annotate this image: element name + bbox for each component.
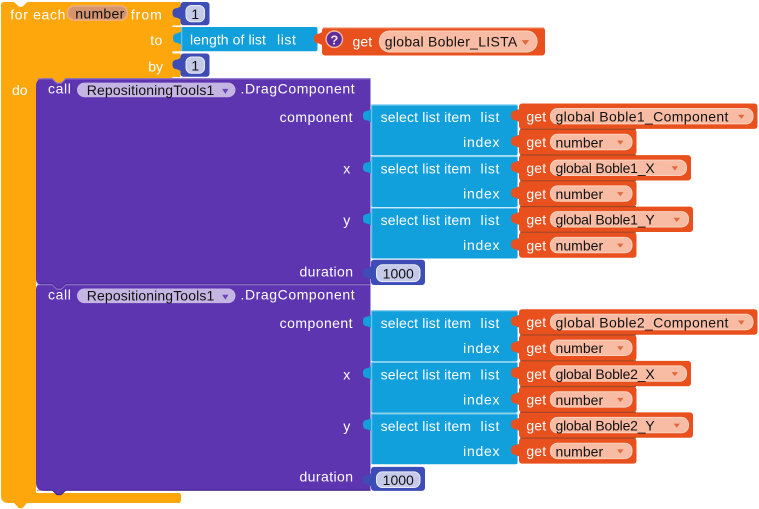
svg-text:list: list [480,212,500,228]
svg-text:select list item: select list item [381,366,472,382]
svg-text:number: number [556,238,604,254]
svg-text:list: list [277,31,297,47]
svg-text:list: list [480,109,500,125]
svg-text:get: get [526,366,546,382]
svg-text:.DragComponent: .DragComponent [241,81,356,97]
svg-text:index: index [463,391,500,407]
svg-text:.DragComponent: .DragComponent [241,287,356,303]
svg-text:select list item: select list item [381,212,472,228]
svg-text:duration: duration [299,469,353,485]
svg-text:y: y [343,212,350,228]
svg-text:global Bobler_LISTA: global Bobler_LISTA [385,34,518,50]
svg-text:get: get [526,237,546,253]
svg-text:RepositioningTools1: RepositioningTools1 [87,82,215,98]
svg-text:index: index [463,186,500,202]
svg-text:length of list: length of list [190,31,266,47]
svg-text:1000: 1000 [383,472,414,488]
svg-text:get: get [526,186,546,202]
svg-text:index: index [463,443,500,459]
svg-text:do: do [12,82,28,98]
svg-text:number: number [556,186,604,202]
svg-text:number: number [556,443,604,459]
svg-text:get: get [526,314,546,330]
svg-text:get: get [526,160,546,176]
svg-text:1: 1 [191,57,199,73]
svg-text:get: get [353,34,373,50]
svg-text:list: list [480,161,500,177]
svg-text:select list item: select list item [381,161,472,177]
svg-text:get: get [526,443,546,459]
svg-text:global Boble2_Component: global Boble2_Component [556,314,729,330]
svg-text:call: call [48,80,71,96]
svg-text:x: x [343,161,350,177]
svg-text:to: to [150,32,162,48]
svg-text:1: 1 [191,6,199,22]
svg-text:global Boble1_Component: global Boble1_Component [556,109,729,125]
svg-text:by: by [148,58,163,74]
svg-text:index: index [463,237,500,253]
svg-text:component: component [280,315,353,331]
svg-text:list: list [480,366,500,382]
svg-text:global Boble1_X: global Boble1_X [556,160,656,176]
svg-text:index: index [463,134,500,150]
svg-text:from: from [131,6,163,22]
svg-text:select list item: select list item [381,109,472,125]
svg-text:get: get [526,340,546,356]
svg-text:1000: 1000 [383,266,414,282]
svg-text:RepositioningTools1: RepositioningTools1 [87,288,215,304]
svg-text:global Boble2_X: global Boble2_X [556,366,656,382]
svg-text:select list item: select list item [381,315,472,331]
svg-text:get: get [526,212,546,228]
svg-text:duration: duration [299,263,353,279]
svg-text:?: ? [330,32,338,47]
svg-text:y: y [343,418,350,434]
svg-text:number: number [556,134,604,150]
svg-text:number: number [556,392,604,408]
svg-text:call: call [48,286,71,302]
svg-text:get: get [526,108,546,124]
svg-text:index: index [463,340,500,356]
svg-text:number: number [75,5,124,21]
svg-text:for each: for each [10,6,66,22]
svg-text:get: get [526,134,546,150]
svg-text:get: get [526,417,546,433]
svg-text:list: list [480,315,500,331]
svg-text:list: list [480,418,500,434]
svg-text:component: component [280,109,353,125]
svg-text:get: get [526,392,546,408]
svg-text:number: number [556,340,604,356]
svg-text:global Boble2_Y: global Boble2_Y [556,418,656,434]
svg-text:global Boble1_Y: global Boble1_Y [556,212,656,228]
svg-text:x: x [343,366,350,382]
svg-text:select list item: select list item [381,418,472,434]
